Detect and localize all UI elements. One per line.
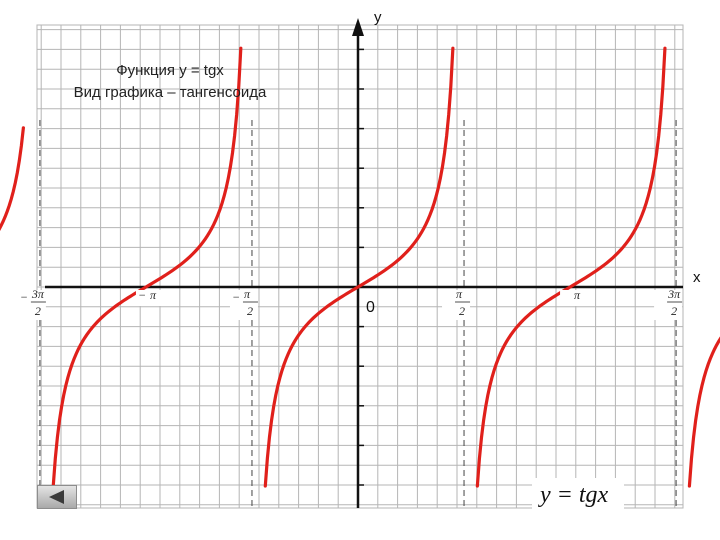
tick-label-bg [17,290,46,320]
tangent-branch [51,46,243,488]
x-tick-label: 3π2 [654,287,683,320]
tick-label-bg [654,290,683,320]
formula-box [532,478,624,510]
curves [0,46,720,488]
tick-label-bg [442,290,471,320]
origin-label: 0 [366,299,375,316]
tick-sign: − [20,290,28,304]
tick-numerator: π [244,287,251,301]
tick-denominator: 2 [247,304,253,318]
tick-numerator: 3π [667,287,681,301]
tick-labels: −2π−3π2−π−π2π2π3π22π [17,287,683,320]
tick-label-bg [229,290,258,320]
back-arrow-icon [49,490,64,504]
caption-subtitle: Вид графика – тангенсоида [73,84,267,101]
tick-numerator: π [150,288,157,302]
tick-numerator: π [456,287,463,301]
tick-sign: − [232,290,240,304]
y-axis-label: y [374,9,382,26]
x-tick-label: π2 [442,287,471,320]
tick-numerator: 3π [31,287,45,301]
tangent-branch [687,336,720,488]
x-tick-label: π [560,288,587,306]
x-tick-label: − π 2 [229,287,258,320]
x-tick-label: − π [135,288,162,306]
y-axis-arrow [352,18,364,36]
formula-label: y = tgx [538,482,609,508]
caption-title: Функция y = tgx [116,62,224,79]
back-button[interactable] [37,485,77,509]
tangent-branch [475,46,667,488]
axes [45,18,683,508]
tick-denominator: 2 [35,304,41,318]
tick-label-bg [135,290,162,306]
x-axis-label: x [693,269,701,286]
tick-denominator: 2 [459,304,465,318]
x-tick-label: −3π 2 [17,287,46,320]
tick-denominator: 2 [671,304,677,318]
tangent-branch [263,46,455,488]
tick-numerator: π [574,288,581,302]
tick-label-bg [560,290,587,306]
tick-sign: − [138,288,146,302]
